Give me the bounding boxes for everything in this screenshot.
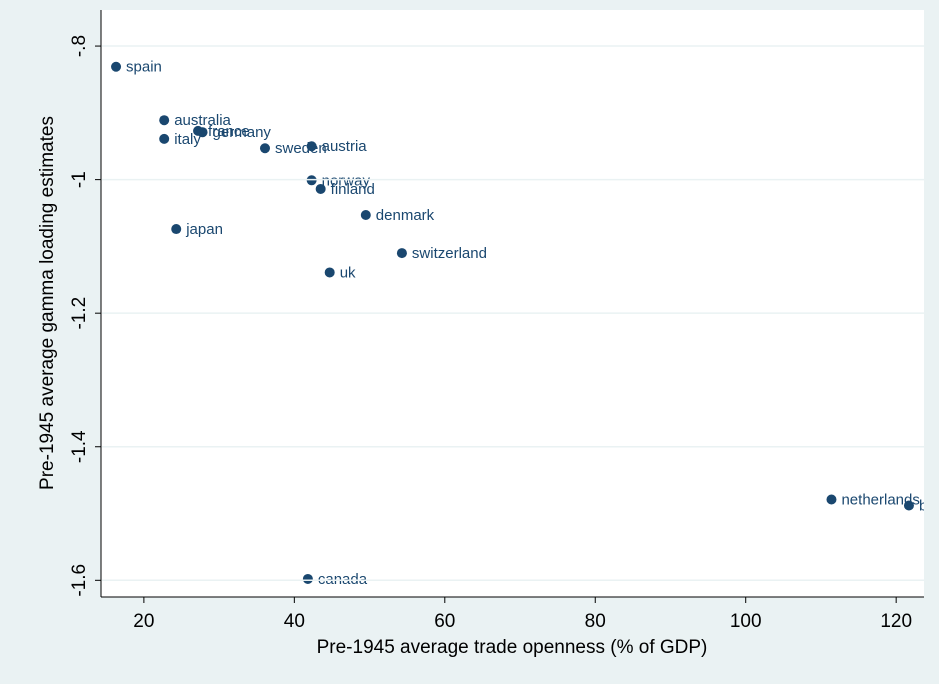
point xyxy=(159,133,170,144)
points: spain australia italy francegermanyswedenau… xyxy=(111,59,939,588)
point xyxy=(197,127,208,138)
point-label: belgium xyxy=(919,497,939,514)
point-label: uk xyxy=(340,264,356,281)
x-tick-label: 20 xyxy=(133,611,154,632)
y-tick-label: -1.6 xyxy=(69,564,90,597)
y-tick-label: -.8 xyxy=(69,35,90,57)
point xyxy=(159,115,170,126)
point-label: denmark xyxy=(376,207,435,224)
point-label: finland xyxy=(331,181,375,198)
point-label: sweden xyxy=(275,140,327,157)
point xyxy=(396,248,407,259)
x-axis-title: Pre-1945 average trade openness (% of GD… xyxy=(317,637,708,658)
x-tick-label: 120 xyxy=(880,611,912,632)
x-tick-label: 40 xyxy=(284,611,305,632)
point xyxy=(903,500,914,511)
point-label: austria xyxy=(322,138,368,155)
point xyxy=(171,224,182,235)
y-tick-label: -1.2 xyxy=(69,297,90,330)
point xyxy=(315,183,326,194)
point-label: france xyxy=(208,123,250,140)
point xyxy=(826,494,837,505)
y-tick-label: -1.4 xyxy=(69,430,90,463)
point xyxy=(259,143,270,154)
x-tick-label: 100 xyxy=(730,611,762,632)
point-label: netherlands xyxy=(841,491,919,508)
point-label: spain xyxy=(126,59,162,76)
point xyxy=(324,267,335,278)
point-label: germany xyxy=(213,124,272,141)
plot-area xyxy=(101,10,924,597)
point xyxy=(360,210,371,221)
point xyxy=(302,573,313,584)
point xyxy=(306,141,317,152)
point xyxy=(111,61,122,72)
point-label: norway xyxy=(322,172,371,189)
point-label: australia xyxy=(174,112,231,129)
x-tick-label: 80 xyxy=(585,611,606,632)
y-axis-title: Pre-1945 average gamma loading estimates xyxy=(37,116,58,490)
point-label: switzerland xyxy=(412,245,487,262)
point-label: canada xyxy=(318,571,368,588)
x-tick-label: 60 xyxy=(434,611,455,632)
point-label: japan xyxy=(185,221,223,238)
point-label: italy xyxy=(174,131,201,148)
y-tick-label: -1 xyxy=(69,171,90,188)
